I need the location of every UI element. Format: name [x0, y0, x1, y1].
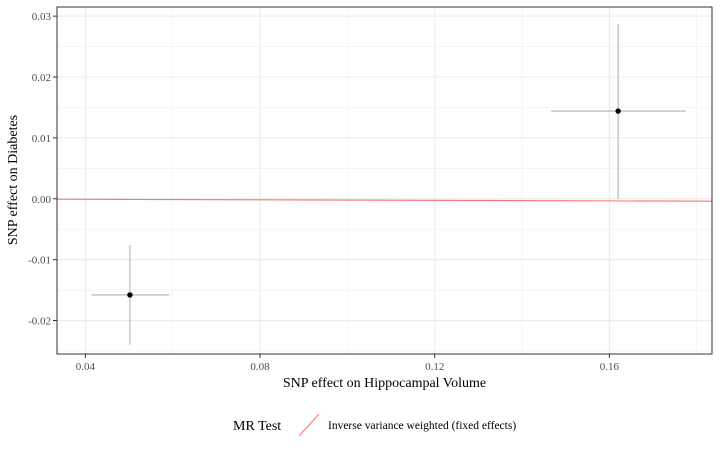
x-tick-label: 0.16	[600, 361, 620, 373]
regression-lines	[56, 198, 713, 202]
data-point	[615, 108, 621, 114]
y-tick-label: -0.02	[28, 316, 51, 328]
y-tick-label: 0.03	[32, 11, 52, 23]
y-tick-label: 0.00	[32, 194, 52, 206]
x-tick-label: 0.12	[425, 361, 444, 373]
legend-title: MR Test	[233, 419, 281, 434]
data-point	[127, 292, 133, 298]
minor-gridlines	[57, 7, 712, 354]
y-axis-title: SNP effect on Diabetes	[6, 115, 21, 245]
error-bars	[91, 24, 686, 345]
major-gridlines	[57, 7, 712, 354]
panel-border	[56, 6, 713, 355]
legend-key-line	[298, 413, 320, 437]
x-axis-title: SNP effect on Hippocampal Volume	[283, 376, 486, 391]
y-tick-label: 0.02	[32, 72, 51, 84]
data-points	[127, 108, 621, 298]
legend-label: Inverse variance weighted (fixed effects…	[328, 420, 516, 432]
x-tick-label: 0.04	[76, 361, 96, 373]
x-axis-ticks: 0.04 0.08 0.12 0.16	[76, 354, 620, 373]
x-tick-label: 0.08	[250, 361, 270, 373]
y-axis-ticks: -0.02 -0.01 0.00 0.01 0.02 0.03	[28, 11, 57, 328]
regression-line	[56, 198, 713, 202]
y-tick-label: 0.01	[32, 133, 51, 145]
legend: MR Test Inverse variance weighted (fixed…	[233, 413, 516, 437]
y-tick-label: -0.01	[28, 255, 51, 267]
